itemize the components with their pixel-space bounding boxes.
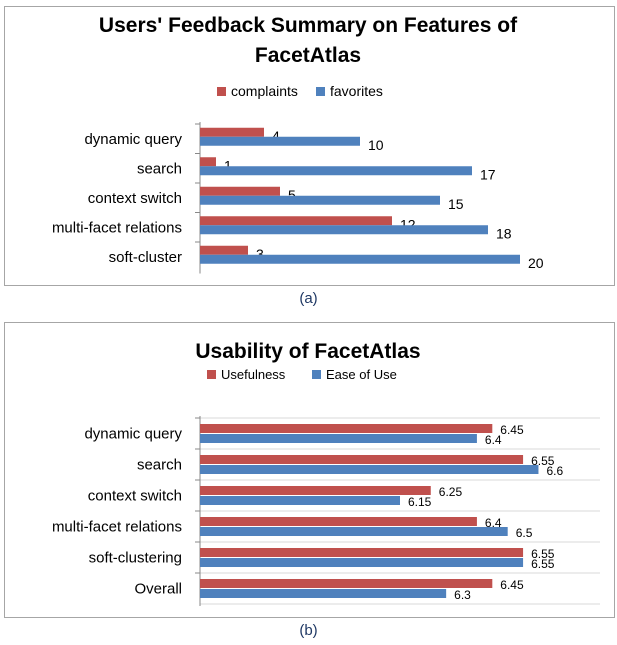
chart-b-value-label: 6.4 [485,516,502,530]
chart-a-bar-series1 [200,216,392,226]
chart-b-bar-series1 [200,517,477,526]
chart-a-value-label: 5 [288,187,296,203]
chart-a-bar-series2 [200,195,440,205]
chart-b-bar-series1 [200,548,524,557]
chart-b-category-label: context switch [88,488,182,505]
chart-a-legend-label: complaints [231,83,298,99]
chart-a-bar-series1 [200,186,280,196]
chart-b-legend-label: Usefulness [221,367,286,382]
chart-a-value-label: 18 [496,225,512,241]
chart-a-legend-swatch [217,87,226,96]
chart-a-bar-series1 [200,245,248,255]
chart-a-value-label: 3 [256,246,264,262]
chart-a-category-label: multi-facet relations [52,219,182,236]
chart-b-category-label: soft-clustering [89,550,182,567]
chart-b-title-line: Usability of FacetAtlas [195,340,420,363]
chart-a-bar-series1 [200,157,216,167]
chart-a-bar-series2 [200,225,488,235]
chart-a-bar-series2 [200,136,360,146]
chart-b-value-label: 6.55 [531,547,555,561]
chart-a-bar-series1 [200,127,264,137]
chart-a-title-line: Users' Feedback Summary on Features of [99,14,518,37]
chart-b-value-label: 6.55 [531,454,555,468]
chart-b-bar-series1 [200,424,493,433]
chart-b-legend-swatch [207,370,216,379]
chart-b-value-label: 6.4 [485,433,502,447]
chart-b-legend-label: Ease of Use [326,367,397,382]
chart-b-legend-swatch [312,370,321,379]
chart-b-bar-series2 [200,589,447,598]
chart-b-category-label: multi-facet relations [52,519,182,536]
chart-a-legend-swatch [316,87,325,96]
chart-a-bar-series2 [200,166,472,176]
chart-b-value-label: 6.45 [500,578,524,592]
chart-a-category-label: context switch [88,190,182,207]
chart-b-value-label: 6.25 [439,485,463,499]
chart-b-value-label: 6.15 [408,495,432,509]
chart-a-value-label: 10 [368,137,384,153]
chart-a-legend-label: favorites [330,83,383,99]
chart-panel-a [4,6,615,286]
chart-a-value-label: 4 [272,128,280,144]
chart-b-category-label: dynamic query [84,426,182,443]
chart-a-category-label: search [137,160,182,177]
chart-b-value-label: 6.45 [500,423,524,437]
chart-b-value-label: 6.6 [546,464,563,478]
chart-a-value-label: 1 [224,157,232,173]
chart-b-bar-series1 [200,455,524,464]
chart-b-bar-series2 [200,434,477,443]
chart-b-bar-series2 [200,496,400,505]
chart-b-value-label: 6.5 [516,526,533,540]
chart-a-value-label: 20 [528,255,544,271]
chart-b-category-label: Overall [134,581,182,598]
chart-a-value-label: 15 [448,196,464,212]
chart-b-bar-series2 [200,527,508,536]
chart-b-bar-series2 [200,558,524,567]
chart-b-bar-series2 [200,465,539,474]
caption-b: (b) [299,622,318,639]
chart-a-bar-series2 [200,254,520,264]
chart-b-category-label: search [137,457,182,474]
chart-b-value-label: 6.55 [531,557,555,571]
chart-b-bar-series1 [200,579,493,588]
chart-a-title-line: FacetAtlas [255,44,361,67]
caption-a: (a) [299,290,318,307]
chart-a-category-label: soft-cluster [109,249,182,266]
chart-b-value-label: 6.3 [454,588,471,602]
chart-b-bar-series1 [200,486,431,495]
chart-a-value-label: 17 [480,166,496,182]
chart-a-category-label: dynamic query [84,131,182,148]
